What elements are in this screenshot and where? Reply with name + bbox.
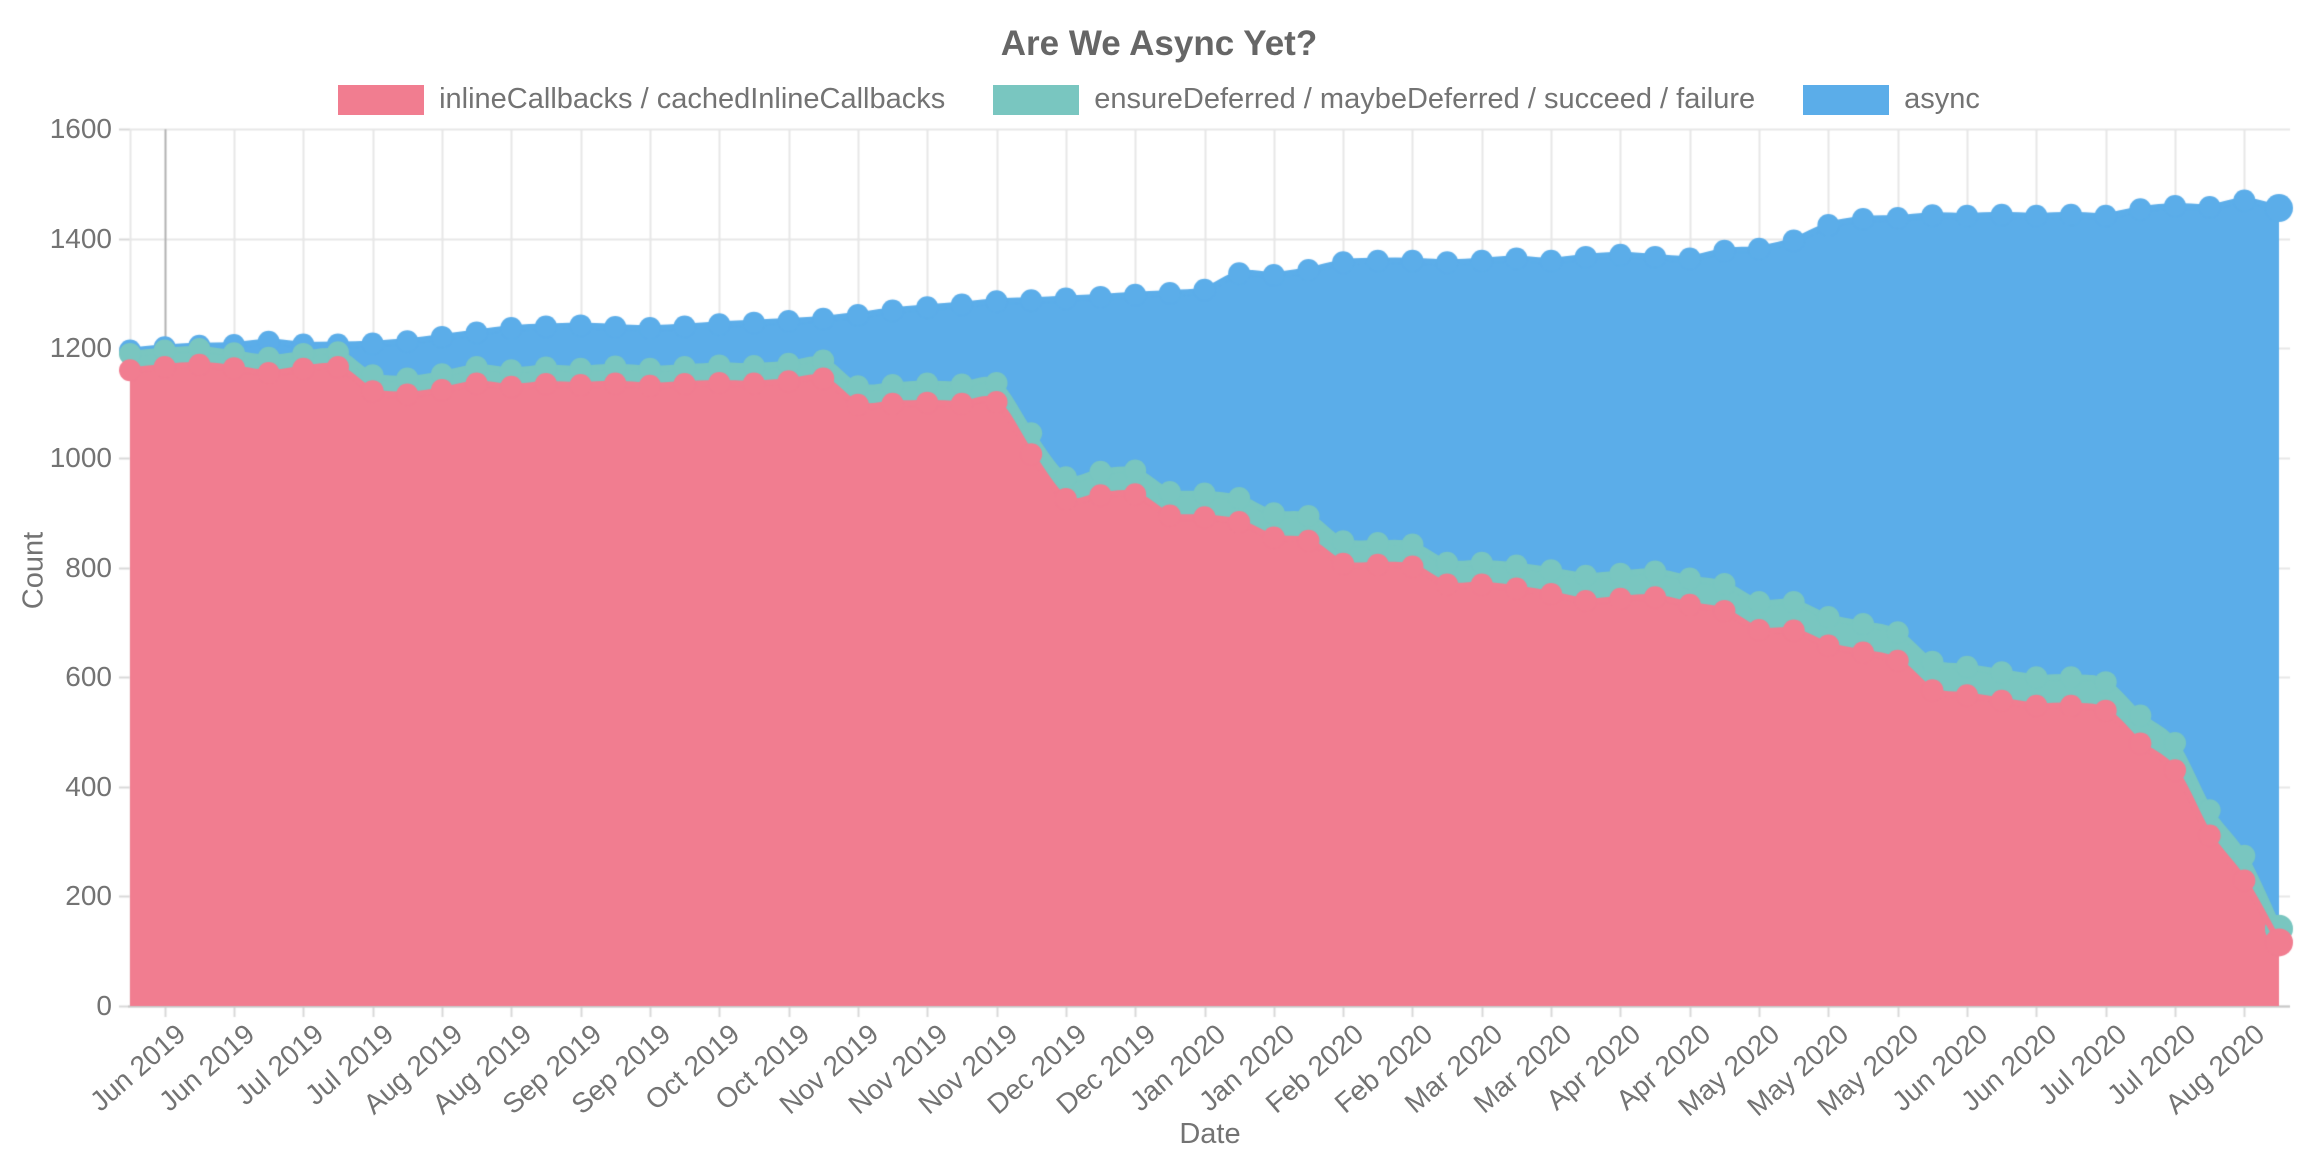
y-tick-label: 0 — [96, 990, 112, 1021]
legend-swatch-async-icon — [1803, 84, 1890, 115]
legend-item-async[interactable]: async — [1803, 83, 1980, 116]
y-tick-label: 1000 — [49, 442, 112, 473]
y-tick-label: 200 — [65, 880, 112, 912]
legend-label: inlineCallbacks / cachedInlineCallbacks — [439, 83, 946, 115]
legend-label: ensureDeferred / maybeDeferred / succeed… — [1094, 83, 1756, 115]
y-tick-label: 600 — [65, 661, 112, 693]
legend-item-ensuredeferred[interactable]: ensureDeferred / maybeDeferred / succeed… — [993, 83, 1755, 116]
legend-item-inlinecallbacks[interactable]: inlineCallbacks / cachedInlineCallbacks — [338, 83, 945, 116]
chart-title: Are We Async Yet? — [1000, 24, 1318, 63]
legend-label: async — [1904, 83, 1980, 115]
x-axis-title: Date — [1179, 1118, 1241, 1150]
y-tick-label: 1200 — [49, 332, 112, 364]
y-tick-label: 800 — [65, 551, 112, 583]
legend-swatch-inlinecallbacks-icon — [338, 84, 425, 115]
y-tick-label: 1400 — [49, 222, 112, 254]
legend-swatch-ensuredeferred-icon — [993, 84, 1080, 115]
legend: inlineCallbacks / cachedInlineCallbacks … — [0, 83, 2318, 116]
y-tick-label: 400 — [65, 770, 112, 802]
y-tick-label: 1600 — [49, 113, 112, 145]
